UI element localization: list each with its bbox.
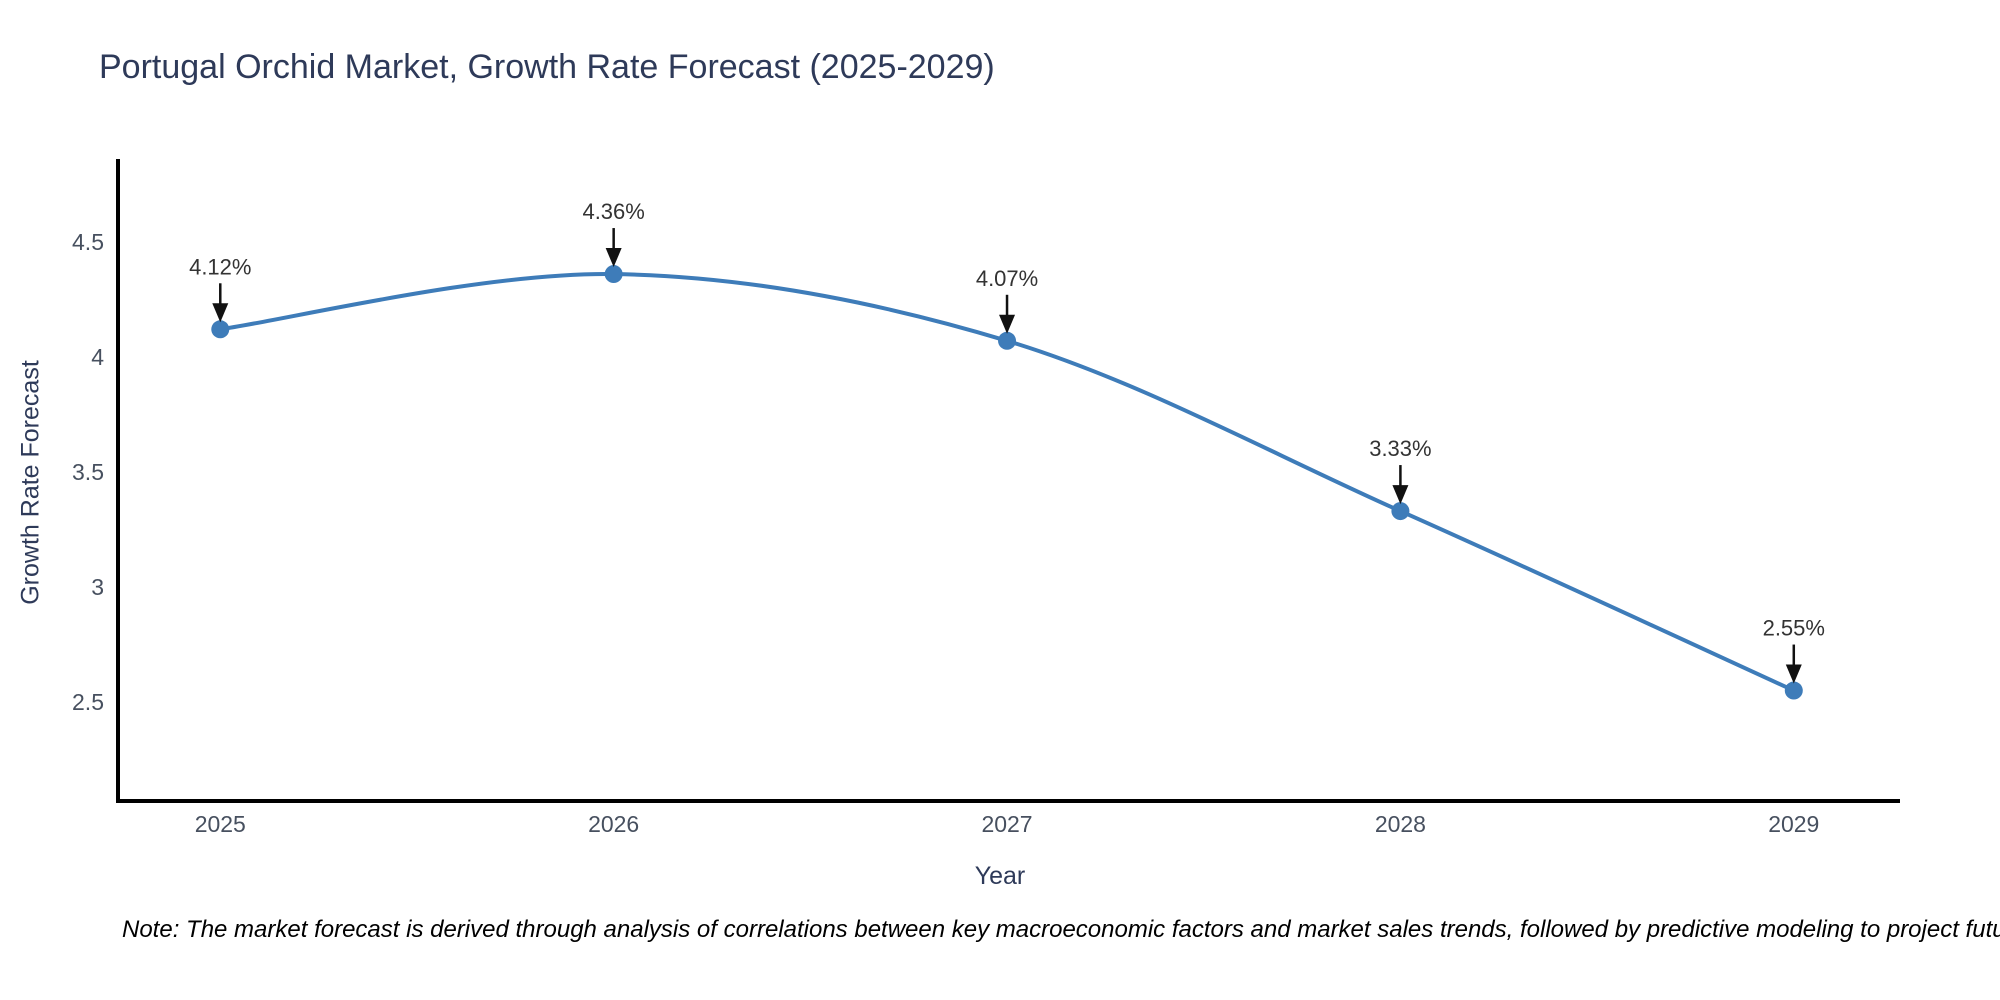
y-tick-label: 3.5	[72, 459, 104, 485]
point-label: 4.36%	[582, 199, 644, 224]
point-label: 2.55%	[1763, 616, 1825, 641]
x-axis-title: Year	[974, 862, 1026, 890]
y-tick-label: 2.5	[72, 689, 104, 715]
x-tick-label: 2025	[195, 811, 246, 837]
point-label: 4.07%	[976, 266, 1038, 291]
chart-title: Portugal Orchid Market, Growth Rate Fore…	[99, 48, 995, 86]
annotation-arrowhead	[1392, 485, 1409, 505]
x-tick-label: 2029	[1768, 811, 1819, 837]
annotation-arrowhead	[212, 303, 229, 323]
point-label: 3.33%	[1369, 436, 1431, 461]
y-tick-label: 4	[91, 344, 104, 370]
y-tick-label: 4.5	[72, 229, 104, 255]
annotation-arrowhead	[1785, 664, 1802, 684]
annotation-arrowhead	[605, 248, 622, 268]
data-point[interactable]	[998, 331, 1017, 350]
data-point[interactable]	[1391, 502, 1410, 521]
footnote: Note: The market forecast is derived thr…	[122, 916, 2000, 943]
data-point[interactable]	[1784, 681, 1803, 700]
point-label: 4.12%	[189, 254, 251, 279]
data-point[interactable]	[211, 320, 230, 339]
annotation-arrowhead	[999, 314, 1016, 334]
x-tick-label: 2027	[981, 811, 1032, 837]
y-axis-title: Growth Rate Forecast	[16, 360, 45, 605]
y-tick-label: 3	[91, 574, 104, 600]
data-point[interactable]	[604, 265, 623, 284]
x-tick-label: 2028	[1375, 811, 1426, 837]
x-tick-label: 2026	[588, 811, 639, 837]
